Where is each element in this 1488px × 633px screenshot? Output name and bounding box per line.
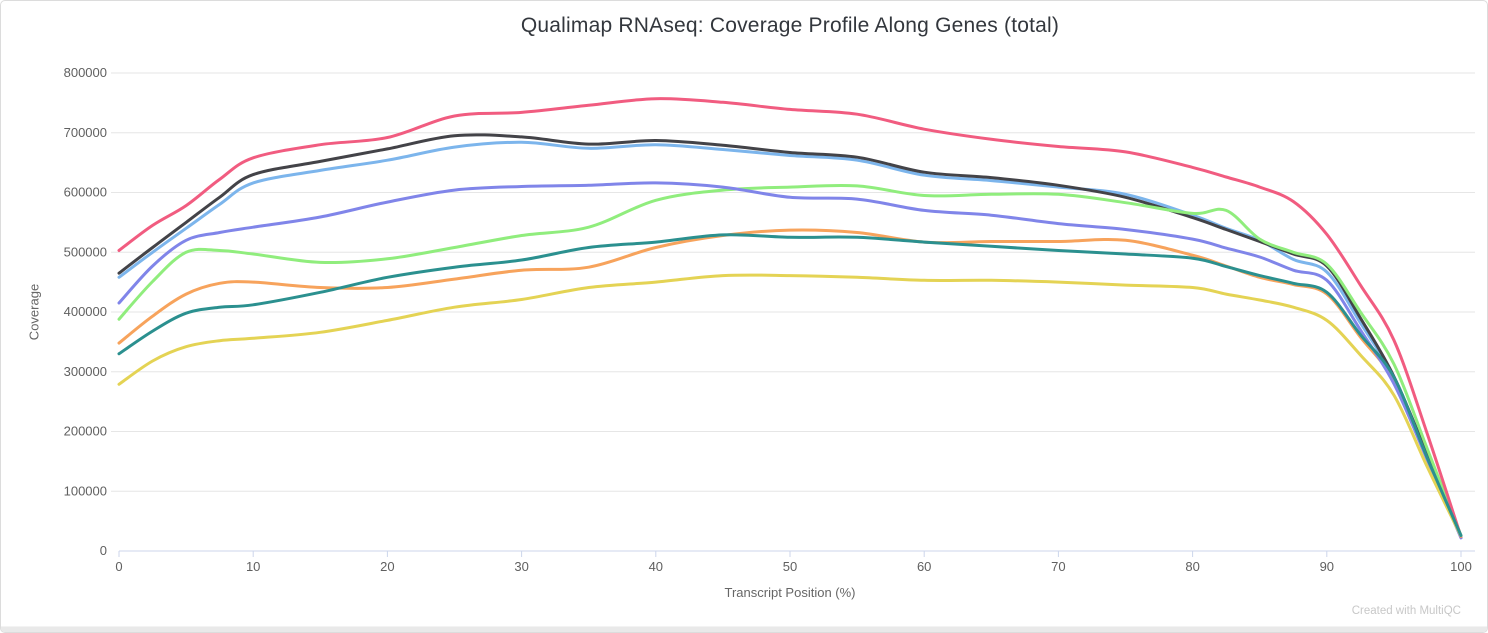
x-tick-label: 10 <box>246 559 260 574</box>
series-line-series-blue[interactable] <box>117 140 1463 539</box>
x-tick-label: 20 <box>380 559 394 574</box>
y-tick-label: 400000 <box>64 304 107 319</box>
x-tick-label: 80 <box>1185 559 1199 574</box>
series-line-series-yellow[interactable] <box>117 273 1463 538</box>
series-line-series-orange[interactable] <box>117 228 1463 539</box>
series-line-series-green[interactable] <box>117 183 1463 537</box>
bottom-scroll-strip <box>1 626 1487 632</box>
series-line-series-teal[interactable] <box>117 233 1463 537</box>
series-line-series-black[interactable] <box>117 133 1463 539</box>
x-tick-label: 70 <box>1051 559 1065 574</box>
x-tick-label: 0 <box>115 559 122 574</box>
x-axis-title: Transcript Position (%) <box>724 585 856 600</box>
x-tick-label: 30 <box>514 559 528 574</box>
y-tick-label: 800000 <box>64 65 107 80</box>
y-tick-label: 200000 <box>64 424 107 439</box>
chart-title: Qualimap RNAseq: Coverage Profile Along … <box>520 14 1060 37</box>
x-tick-label: 50 <box>783 559 797 574</box>
y-tick-label: 700000 <box>64 125 107 140</box>
y-tick-label: 0 <box>100 543 107 558</box>
series-line-series-pink[interactable] <box>117 97 1463 539</box>
y-tick-label: 300000 <box>64 364 107 379</box>
x-tick-label: 100 <box>1450 559 1472 574</box>
y-tick-label: 100000 <box>64 483 107 498</box>
x-tick-label: 90 <box>1320 559 1334 574</box>
y-tick-label: 600000 <box>64 185 107 200</box>
series-line-series-purple[interactable] <box>117 181 1463 540</box>
y-tick-label: 500000 <box>64 244 107 259</box>
y-axis-title: Coverage <box>26 283 42 341</box>
x-tick-label: 40 <box>649 559 663 574</box>
multiqc-watermark: Created with MultiQC <box>1351 605 1461 617</box>
x-tick-label: 60 <box>917 559 931 574</box>
